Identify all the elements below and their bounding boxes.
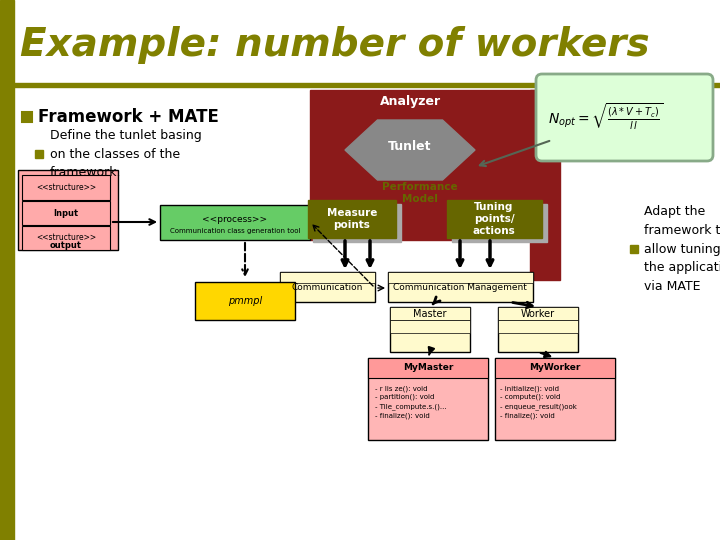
Bar [388, 272, 533, 283]
Bar [390, 307, 470, 320]
Text: <<structure>>: <<structure>> [36, 233, 96, 242]
Text: Analyzer: Analyzer [379, 96, 441, 109]
Text: Define the tunlet basing
on the classes of the
framework.: Define the tunlet basing on the classes … [50, 129, 202, 179]
FancyBboxPatch shape [536, 74, 713, 161]
Bar [195, 282, 295, 320]
Text: Performance
Model: Performance Model [382, 182, 458, 204]
Bar [22, 175, 110, 200]
Bar [23, 113, 31, 121]
Text: $N_{opt} = \sqrt{\frac{(\lambda*V+T_c)}{l\,l}}$: $N_{opt} = \sqrt{\frac{(\lambda*V+T_c)}{… [548, 102, 663, 132]
Bar [368, 358, 488, 440]
Bar [390, 320, 470, 333]
Bar [447, 200, 542, 238]
Bar [498, 307, 578, 320]
Bar [35, 150, 43, 158]
Text: Tuning
points/
actions: Tuning points/ actions [472, 202, 516, 235]
Bar [368, 358, 488, 378]
Bar [530, 90, 560, 280]
Bar [0, 0, 14, 540]
Text: Master: Master [413, 309, 446, 319]
Text: Measure
points: Measure points [327, 208, 377, 230]
Text: Communication: Communication [292, 284, 363, 293]
Text: Example: number of workers: Example: number of workers [20, 26, 649, 64]
Text: pmmpl: pmmpl [228, 296, 262, 306]
Text: - r lis ze(): void
- partition(): void
- Tile_compute.s.()...
- finalize(): void: - r lis ze(): void - partition(): void -… [375, 385, 446, 418]
Bar [630, 245, 638, 253]
Text: <<process>>: <<process>> [202, 214, 268, 224]
Text: Communication Management: Communication Management [393, 284, 527, 293]
Bar [22, 201, 110, 225]
Text: MyWorker: MyWorker [529, 363, 581, 373]
Bar [388, 272, 533, 302]
Text: Framework + MATE: Framework + MATE [38, 108, 219, 126]
Bar [498, 307, 578, 352]
Bar [308, 200, 396, 238]
Bar [18, 170, 118, 250]
Bar [280, 272, 375, 283]
Polygon shape [345, 120, 475, 180]
Bar [22, 226, 110, 250]
Bar [390, 307, 470, 352]
Text: Tunlet: Tunlet [388, 140, 432, 153]
Text: Communication class generation tool: Communication class generation tool [170, 228, 300, 234]
Text: - initialize(): void
- compute(): void
- enqueue_result()ook
- finalize(): void: - initialize(): void - compute(): void -… [500, 385, 577, 418]
Bar [495, 358, 615, 440]
Bar [160, 205, 310, 240]
Text: Adapt the
framework to
allow tuning of
the applications
via MATE: Adapt the framework to allow tuning of t… [644, 205, 720, 294]
Bar [280, 272, 375, 302]
Text: <<structure>>: <<structure>> [36, 184, 96, 192]
Text: MyMaster: MyMaster [402, 363, 453, 373]
Bar [452, 204, 547, 242]
Bar [310, 90, 540, 240]
Text: output: output [50, 240, 82, 249]
Text: Input: Input [53, 208, 78, 218]
Bar [495, 358, 615, 378]
Bar [14, 83, 720, 87]
Bar [313, 204, 401, 242]
Text: Worker: Worker [521, 309, 555, 319]
Bar [498, 320, 578, 333]
Bar [22, 112, 32, 122]
